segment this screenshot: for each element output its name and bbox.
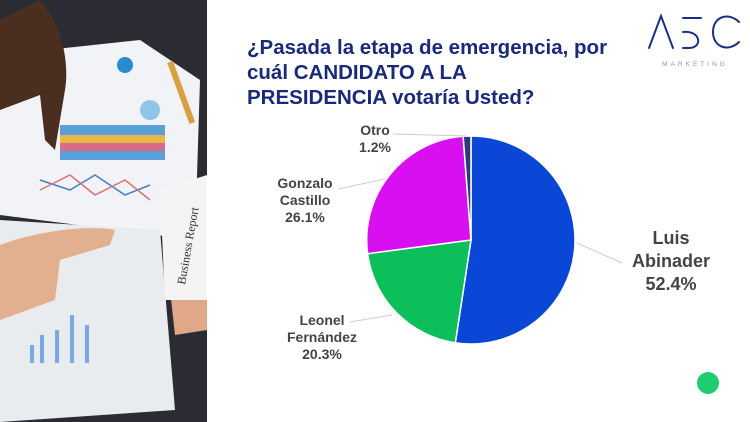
label-leonel-fernandez: Leonel Fernández 20.3% — [287, 312, 357, 362]
leader-line-otro — [392, 133, 467, 137]
svg-text:20.3%: 20.3% — [302, 346, 342, 362]
svg-text:1.2%: 1.2% — [359, 139, 391, 155]
abc-marketing-logo: MARKETING — [645, 12, 745, 72]
svg-text:Abinader: Abinader — [632, 251, 710, 271]
slice-leonel-fernandez — [366, 239, 472, 344]
title-line-2: cuál CANDIDATO A LA — [247, 61, 467, 84]
leader-line-gonzalo — [337, 178, 386, 190]
label-gonzalo-castillo: Gonzalo Castillo 26.1% — [277, 175, 332, 225]
svg-text:26.1%: 26.1% — [285, 209, 325, 225]
leader-line-luis — [576, 242, 623, 264]
logo-letter-c — [711, 15, 740, 49]
logo-subtitle: MARKETING — [662, 61, 728, 68]
slice-luis-abinader — [454, 135, 576, 345]
title-line-3: PRESIDENCIA votaría Usted? — [247, 86, 535, 109]
svg-text:Luis: Luis — [652, 228, 689, 248]
business-report-photo: Business Report — [0, 0, 207, 422]
logo-letter-b — [682, 17, 702, 49]
svg-text:Gonzalo: Gonzalo — [277, 175, 332, 191]
green-dot-icon — [697, 372, 719, 394]
chart-title: ¿Pasada la etapa de emergencia, por cuál… — [247, 35, 647, 110]
svg-text:Leonel: Leonel — [299, 312, 344, 328]
slice-gonzalo-castillo — [365, 135, 472, 255]
svg-text:52.4%: 52.4% — [645, 274, 696, 294]
svg-text:Castillo: Castillo — [280, 192, 331, 208]
title-line-1: ¿Pasada la etapa de emergencia, por — [247, 36, 608, 59]
svg-text:Fernández: Fernández — [287, 329, 357, 345]
label-luis-abinader: Luis Abinader 52.4% — [632, 228, 710, 294]
label-otro: Otro 1.2% — [359, 122, 391, 155]
leader-line-leonel — [349, 314, 393, 323]
logo-letter-a — [648, 13, 674, 49]
svg-text:Otro: Otro — [360, 122, 390, 138]
